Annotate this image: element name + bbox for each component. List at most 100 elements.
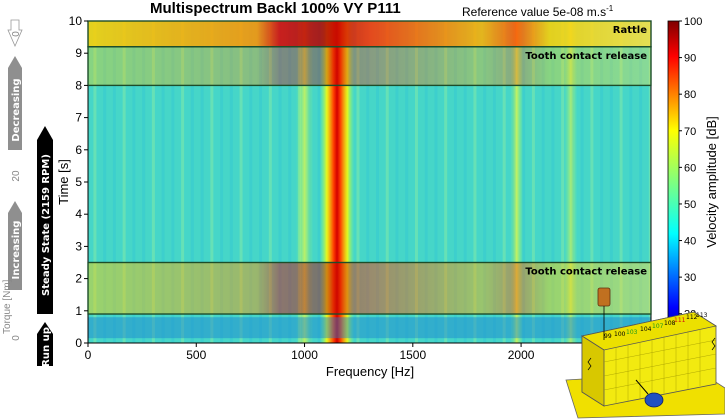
node-99: 99 <box>604 333 612 340</box>
region-band-2 <box>88 262 651 315</box>
stripe <box>278 21 282 343</box>
stripe <box>639 21 643 343</box>
chart-title: Multispectrum Backl 100% VY P111 <box>150 0 401 17</box>
stripe <box>473 21 477 343</box>
colorbar-tick-label: 70 <box>684 126 696 138</box>
stripe <box>609 21 613 343</box>
stripe <box>619 21 623 343</box>
stripe <box>551 21 555 343</box>
gearbox-inset: 99 100 103 104 107 108 111 112 113 <box>565 287 725 419</box>
stripe <box>229 21 233 343</box>
stripe <box>239 21 243 343</box>
inset-mesh <box>603 329 717 404</box>
x-axis: 05001000150020002500 <box>85 343 643 362</box>
decreasing-label: Decreasing <box>11 78 22 141</box>
state-panel: Steady State (2159 RPM) Run up <box>37 126 53 367</box>
colorbar-tick-label: 60 <box>684 162 696 174</box>
node-111: 111 <box>674 317 686 324</box>
stripe <box>463 21 467 343</box>
inset-box-front <box>581 335 605 407</box>
stripe <box>142 21 146 343</box>
increasing-arrow <box>8 201 22 290</box>
stripe <box>629 21 633 343</box>
run-up-label: Run up <box>41 327 52 367</box>
y-tick-label: 9 <box>75 46 82 60</box>
node-100: 100 <box>614 331 626 338</box>
reference-value-exponent: -1 <box>606 4 614 13</box>
stripe <box>492 21 496 343</box>
y-tick-label: 8 <box>75 78 82 92</box>
stripe <box>405 21 409 343</box>
stripe <box>385 21 389 343</box>
stripe <box>103 21 107 343</box>
stripe <box>375 21 379 343</box>
region-bands <box>88 21 651 339</box>
stripe <box>356 21 360 343</box>
stripe <box>600 21 604 343</box>
stripe <box>541 21 545 343</box>
stripe <box>132 21 136 343</box>
stripe <box>648 21 651 343</box>
colorbar-tick-label: 100 <box>684 16 702 28</box>
y-tick-label: 4 <box>75 207 82 221</box>
steady-state-arrow <box>37 126 53 314</box>
steady-state-label: Steady State (2159 RPM) <box>41 154 52 296</box>
y-tick-label: 2 <box>75 272 82 286</box>
x-tick-label: 500 <box>186 348 206 362</box>
torque-tick-top: 0 <box>11 31 22 37</box>
region-band-1 <box>88 46 651 86</box>
run-up-band <box>88 317 651 339</box>
y-tick-label: 6 <box>75 143 82 157</box>
increasing-label: Increasing <box>11 221 22 280</box>
region-label-0: Rattle <box>613 25 647 36</box>
stripe <box>522 21 526 343</box>
stripe <box>112 21 116 343</box>
torque-zero-top <box>7 19 23 47</box>
run-up-arrow <box>37 322 53 366</box>
node-107: 107 <box>652 323 664 330</box>
stripe <box>259 21 263 343</box>
stripe <box>268 21 272 343</box>
reference-value: Reference value 5e-08 m.s-1 <box>462 4 613 19</box>
heatmap-area <box>88 21 651 343</box>
stripe <box>502 21 506 343</box>
torque-panel: 0 Decreasing 20 Increasing Torque [Nm] 0 <box>2 19 23 341</box>
stripe <box>161 21 165 343</box>
region-label-2: Tooth contact release <box>525 267 647 278</box>
inset-spring-right <box>711 337 716 351</box>
inset-shaft <box>644 392 664 408</box>
colorbar-tick-label: 30 <box>684 272 696 284</box>
y-tick-label: 3 <box>75 239 82 253</box>
node-108: 108 <box>664 320 676 327</box>
stripe <box>249 21 253 343</box>
y-axis-label: Time [s] <box>56 159 71 205</box>
region-label-1: Tooth contact release <box>525 51 647 62</box>
stripe <box>483 21 487 343</box>
stripe <box>288 21 292 343</box>
region-band-0 <box>88 21 651 47</box>
y-tick-label: 0 <box>75 336 82 350</box>
stripe <box>151 21 155 343</box>
stripe <box>190 21 194 343</box>
torque-tick-bottom: 0 <box>11 335 22 341</box>
stripe <box>444 21 448 343</box>
colorbar-tick-label: 40 <box>684 236 696 248</box>
stripe <box>590 21 594 343</box>
stripe <box>366 21 370 343</box>
stripe <box>561 21 565 343</box>
stripe <box>171 21 175 343</box>
stripe <box>424 21 428 343</box>
stripe <box>395 21 399 343</box>
stripe <box>453 21 457 343</box>
stripe <box>580 21 584 343</box>
node-103: 103 <box>626 329 638 336</box>
y-tick-label: 10 <box>69 14 83 28</box>
stripe <box>414 21 418 343</box>
inset-node-labels: 99 100 103 104 107 108 111 112 113 <box>604 312 708 340</box>
stripe <box>93 21 97 343</box>
stripe <box>531 21 535 343</box>
colorbar-ticks: 2030405060708090100 <box>679 16 702 321</box>
x-axis-label: Frequency [Hz] <box>326 364 414 379</box>
y-tick-label: 1 <box>75 304 82 318</box>
colorbar-tick-label: 80 <box>684 89 696 101</box>
